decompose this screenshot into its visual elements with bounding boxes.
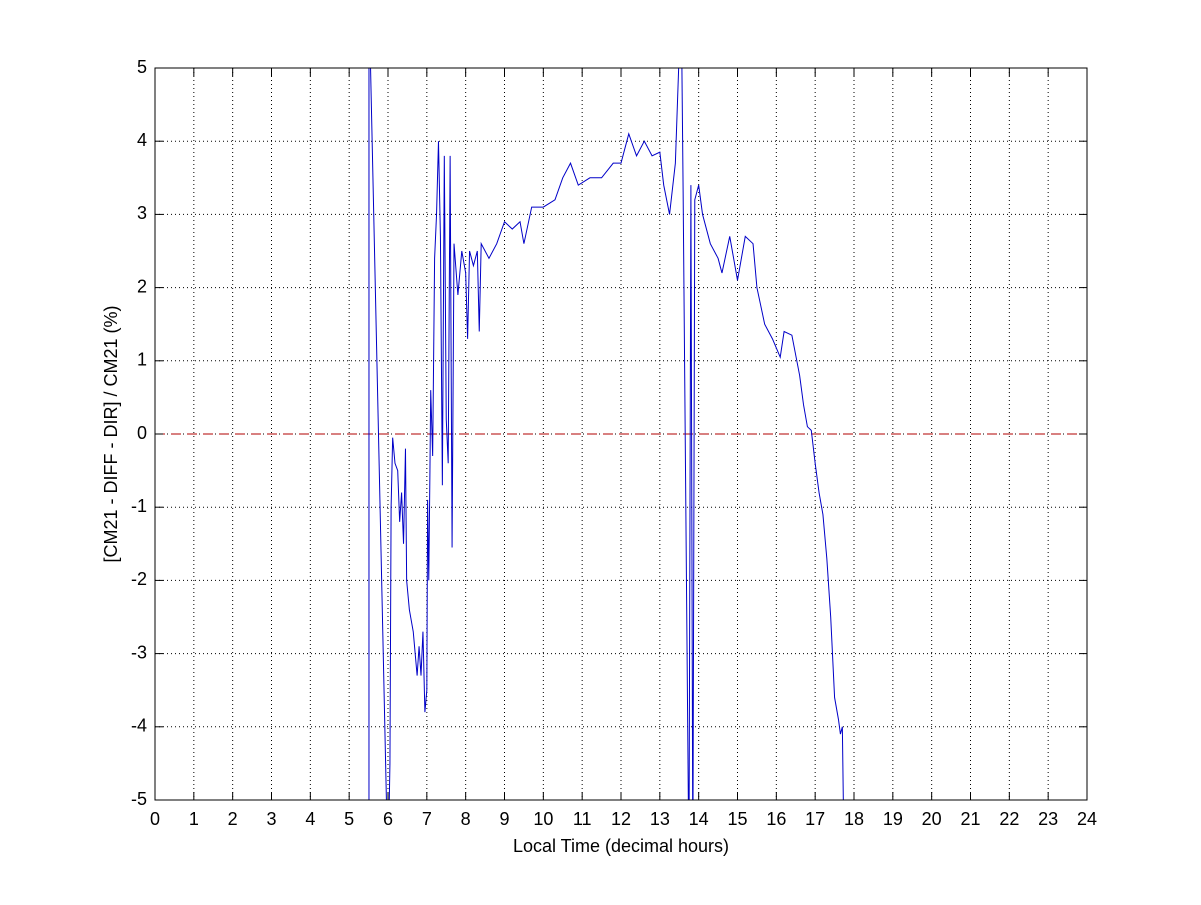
x-tick-label: 8: [461, 809, 471, 829]
x-tick-label: 2: [228, 809, 238, 829]
x-tick-label: 20: [922, 809, 942, 829]
y-tick-label: 0: [137, 423, 147, 443]
plot-lines: [155, 68, 1087, 800]
y-tick-label: -3: [131, 642, 147, 662]
x-tick-label: 24: [1077, 809, 1097, 829]
x-tick-label: 4: [305, 809, 315, 829]
x-tick-label: 14: [689, 809, 709, 829]
x-tick-label: 22: [999, 809, 1019, 829]
x-tick-label: 23: [1038, 809, 1058, 829]
y-tick-label: -4: [131, 716, 147, 736]
x-tick-label: 3: [266, 809, 276, 829]
y-tick-label: 3: [137, 203, 147, 223]
x-tick-label: 9: [499, 809, 509, 829]
y-tick-label: -1: [131, 496, 147, 516]
x-tick-label: 1: [189, 809, 199, 829]
y-tick-label: 1: [137, 350, 147, 370]
y-tick-label: 2: [137, 276, 147, 296]
y-tick-label: -5: [131, 789, 147, 809]
x-tick-label: 16: [766, 809, 786, 829]
x-tick-label: 15: [727, 809, 747, 829]
y-tick-label: 4: [137, 130, 147, 150]
x-tick-label: 17: [805, 809, 825, 829]
x-tick-label: 10: [533, 809, 553, 829]
y-axis-label: [CM21 - DIFF - DIR] / CM21 (%): [101, 305, 121, 562]
x-tick-label: 12: [611, 809, 631, 829]
x-tick-label: 11: [573, 809, 592, 829]
x-tick-label: 5: [344, 809, 354, 829]
data-line: [368, 68, 844, 800]
x-tick-label: 7: [422, 809, 432, 829]
x-tick-label: 18: [844, 809, 864, 829]
x-tick-label: 6: [383, 809, 393, 829]
x-tick-label: 21: [960, 809, 980, 829]
x-axis-label: Local Time (decimal hours): [513, 836, 729, 856]
ticks: 0 1 2 3 4 5 6 7 8 9 10 11 12 13 14 15 16 17 18 19 20 21 22 23 24…: [131, 57, 1097, 829]
x-tick-label: 0: [150, 809, 160, 829]
x-tick-label: 19: [883, 809, 903, 829]
y-tick-label: -2: [131, 569, 147, 589]
x-tick-label: 13: [650, 809, 670, 829]
y-tick-label: 5: [137, 57, 147, 77]
